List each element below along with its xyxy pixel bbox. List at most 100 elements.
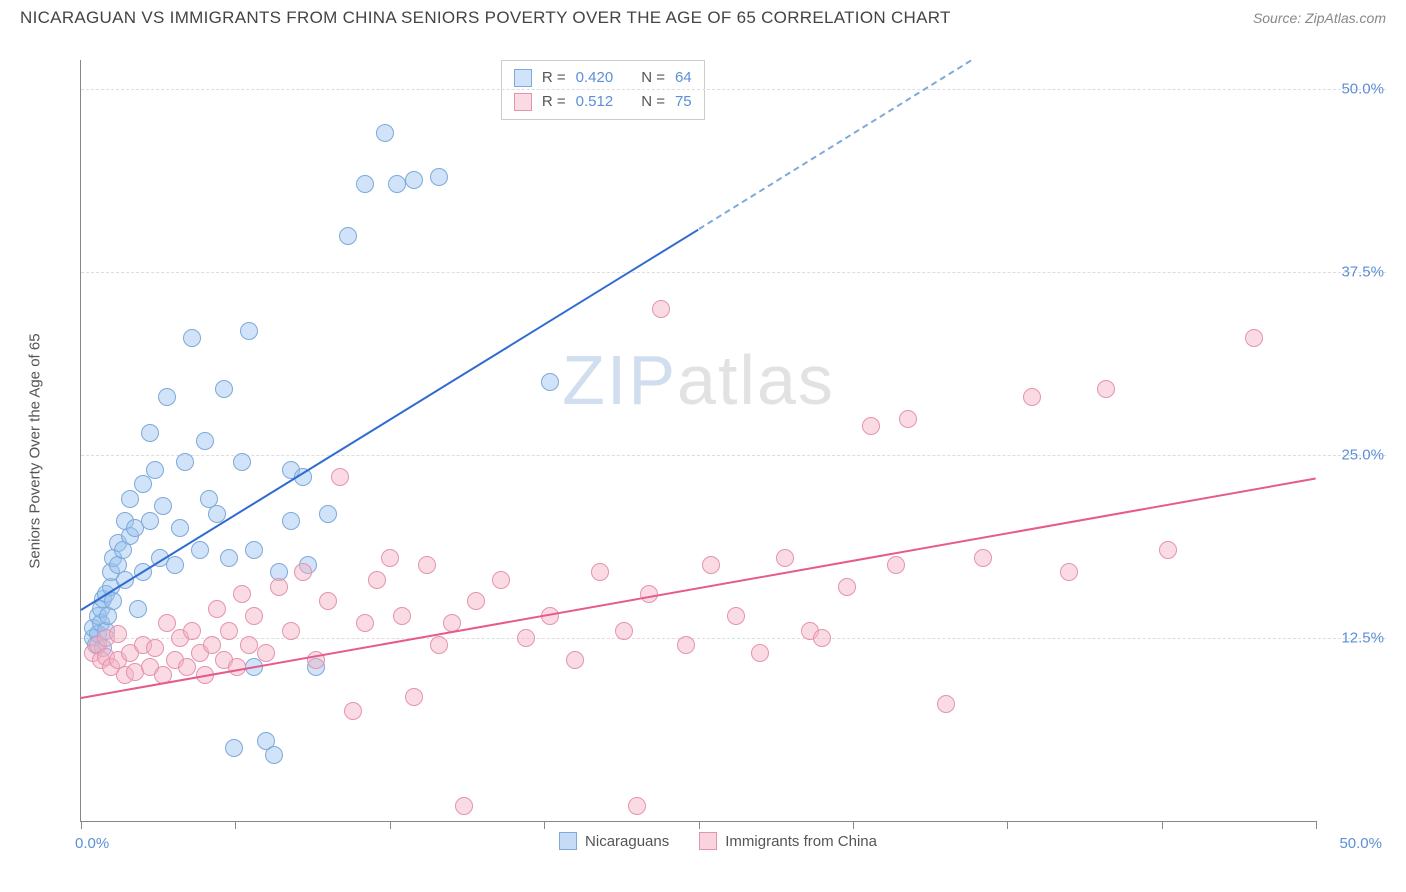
- scatter-point: [319, 505, 337, 523]
- scatter-point: [393, 607, 411, 625]
- scatter-point: [1060, 563, 1078, 581]
- swatch-nicaraguans: [514, 69, 532, 87]
- scatter-point: [134, 475, 152, 493]
- scatter-point: [455, 797, 473, 815]
- chart-container: Seniors Poverty Over the Age of 65 ZIPat…: [50, 40, 1386, 862]
- scatter-point: [517, 629, 535, 647]
- scatter-point: [776, 549, 794, 567]
- x-tick: [81, 821, 82, 829]
- legend-swatch-nicaraguans: [559, 832, 577, 850]
- scatter-point: [154, 497, 172, 515]
- scatter-point: [196, 432, 214, 450]
- watermark-atlas: atlas: [677, 341, 835, 419]
- scatter-point: [294, 563, 312, 581]
- scatter-point: [838, 578, 856, 596]
- x-tick: [390, 821, 391, 829]
- scatter-point: [677, 636, 695, 654]
- grid-line: [81, 272, 1386, 273]
- scatter-point: [220, 622, 238, 640]
- scatter-point: [146, 639, 164, 657]
- n-value-1: 75: [675, 90, 692, 114]
- scatter-point: [121, 490, 139, 508]
- scatter-point: [405, 171, 423, 189]
- scatter-point: [158, 388, 176, 406]
- x-max-label: 50.0%: [1339, 835, 1382, 852]
- grid-line: [81, 455, 1386, 456]
- scatter-point: [331, 468, 349, 486]
- x-tick: [544, 821, 545, 829]
- scatter-point: [356, 614, 374, 632]
- n-value-0: 64: [675, 66, 692, 90]
- scatter-point: [146, 461, 164, 479]
- scatter-point: [727, 607, 745, 625]
- scatter-point: [1023, 388, 1041, 406]
- scatter-point: [282, 622, 300, 640]
- scatter-point: [245, 607, 263, 625]
- y-tick-label: 37.5%: [1341, 264, 1384, 281]
- x-tick: [699, 821, 700, 829]
- x-tick: [235, 821, 236, 829]
- y-tick-label: 25.0%: [1341, 447, 1384, 464]
- r-value-1: 0.512: [576, 90, 614, 114]
- scatter-point: [405, 688, 423, 706]
- scatter-point: [813, 629, 831, 647]
- r-label-1: R =: [542, 90, 566, 114]
- legend-label-1: Immigrants from China: [725, 833, 877, 850]
- scatter-point: [220, 549, 238, 567]
- scatter-point: [183, 329, 201, 347]
- grid-line: [81, 638, 1386, 639]
- legend-item-nicaraguans: Nicaraguans: [559, 832, 669, 850]
- x-tick: [1007, 821, 1008, 829]
- scatter-point: [381, 549, 399, 567]
- scatter-point: [183, 622, 201, 640]
- scatter-point: [257, 644, 275, 662]
- scatter-point: [591, 563, 609, 581]
- n-label-1: N =: [641, 90, 665, 114]
- scatter-point: [974, 549, 992, 567]
- plot-area: ZIPatlas R = 0.420 N = 64 R = 0.512 N = …: [80, 60, 1316, 822]
- scatter-point: [388, 175, 406, 193]
- scatter-point: [1159, 541, 1177, 559]
- scatter-point: [191, 541, 209, 559]
- scatter-point: [215, 380, 233, 398]
- scatter-point: [265, 746, 283, 764]
- scatter-point: [208, 600, 226, 618]
- n-label-0: N =: [641, 66, 665, 90]
- scatter-point: [467, 592, 485, 610]
- scatter-point: [492, 571, 510, 589]
- scatter-point: [751, 644, 769, 662]
- scatter-point: [129, 600, 147, 618]
- scatter-point: [240, 322, 258, 340]
- scatter-point: [233, 585, 251, 603]
- watermark: ZIPatlas: [562, 340, 835, 420]
- scatter-point: [430, 636, 448, 654]
- stats-row-china: R = 0.512 N = 75: [514, 90, 692, 114]
- scatter-point: [178, 658, 196, 676]
- scatter-point: [1245, 329, 1263, 347]
- x-tick: [853, 821, 854, 829]
- x-min-label: 0.0%: [75, 835, 109, 852]
- scatter-point: [339, 227, 357, 245]
- scatter-point: [166, 556, 184, 574]
- bottom-legend: Nicaraguans Immigrants from China: [559, 832, 877, 850]
- x-tick: [1316, 821, 1317, 829]
- legend-item-china: Immigrants from China: [699, 832, 877, 850]
- watermark-zip: ZIP: [562, 341, 677, 419]
- trend-line: [698, 60, 971, 230]
- source-attribution: Source: ZipAtlas.com: [1253, 10, 1386, 26]
- scatter-point: [245, 541, 263, 559]
- scatter-point: [899, 410, 917, 428]
- r-value-0: 0.420: [576, 66, 614, 90]
- y-tick-label: 12.5%: [1341, 630, 1384, 647]
- scatter-point: [141, 424, 159, 442]
- scatter-point: [368, 571, 386, 589]
- title-bar: NICARAGUAN VS IMMIGRANTS FROM CHINA SENI…: [0, 0, 1406, 32]
- scatter-point: [233, 453, 251, 471]
- scatter-point: [225, 739, 243, 757]
- scatter-point: [282, 512, 300, 530]
- legend-label-0: Nicaraguans: [585, 833, 669, 850]
- x-tick: [1162, 821, 1163, 829]
- scatter-point: [937, 695, 955, 713]
- scatter-point: [171, 519, 189, 537]
- swatch-china: [514, 93, 532, 111]
